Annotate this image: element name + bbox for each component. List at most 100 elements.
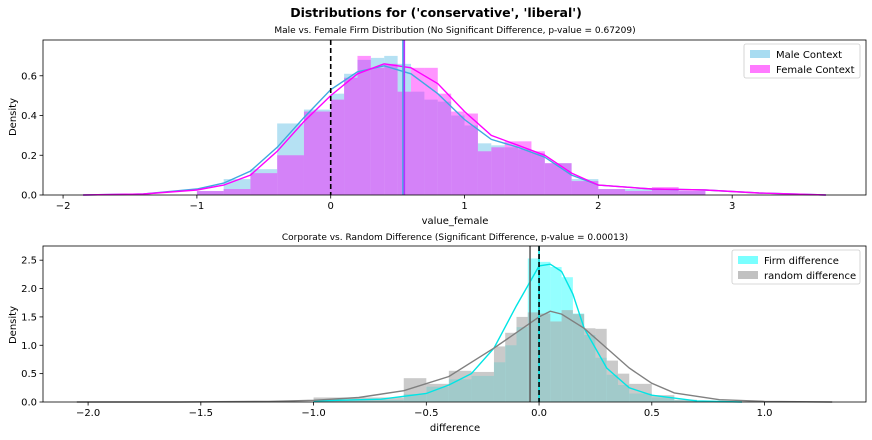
- chart-top-bar: [531, 151, 545, 195]
- chart-bottom-xtick-label: −0.5: [414, 408, 438, 419]
- chart-bottom-bar: [505, 332, 517, 402]
- chart-top-bar: [598, 189, 626, 195]
- chart-top-ytick-label: 0.6: [21, 71, 37, 82]
- chart-top-xtick-label: −1: [190, 201, 205, 212]
- chart-bottom-xtick-label: −1.5: [189, 408, 213, 419]
- chart-bottom-legend-swatch: [738, 271, 758, 279]
- chart-top-bar: [370, 67, 385, 195]
- chart-bottom-bar: [539, 313, 551, 402]
- chart-top-bar: [518, 149, 532, 195]
- chart-bottom-bar: [674, 399, 697, 402]
- chart-top-legend-label: Male Context: [776, 50, 842, 61]
- chart-top-legend-swatch: [750, 50, 770, 58]
- chart-bottom-bar: [561, 310, 573, 402]
- chart-top-xtick-label: 0: [328, 201, 334, 212]
- chart-top-bar: [344, 77, 358, 195]
- chart-bottom-bar: [516, 316, 528, 402]
- chart-top-legend-label: Female Context: [776, 65, 855, 76]
- chart-top-bar: [250, 169, 278, 195]
- chart-top-xtick-label: 2: [595, 201, 601, 212]
- chart-top-bar: [451, 111, 465, 195]
- chart-bottom-bar: [617, 373, 630, 402]
- chart-bottom-bar: [629, 383, 652, 402]
- chart-top-bar: [451, 115, 465, 195]
- chart-top-bar: [651, 187, 679, 195]
- chart-top-bar: [411, 91, 425, 195]
- chart-bottom-title: Corporate vs. Random Difference (Signifi…: [282, 233, 628, 243]
- chart-top-bar: [370, 57, 385, 196]
- chart-top-xlabel: value_female: [422, 216, 489, 227]
- figure-suptitle: Distributions for ('conservative', 'libe…: [290, 5, 582, 20]
- chart-top-bar: [491, 145, 505, 195]
- chart-top-bar: [477, 151, 492, 195]
- chart-top-ylabel: Density: [8, 98, 19, 136]
- chart-top-bar: [477, 143, 492, 195]
- chart-top-bar: [250, 173, 278, 195]
- chart-bottom-kde-line: [76, 310, 833, 403]
- chart-bottom-xtick-label: 0.5: [644, 408, 660, 419]
- chart-bottom-bar: [651, 395, 675, 402]
- chart-top-bar: [344, 73, 358, 195]
- chart-top-bar: [518, 141, 532, 195]
- chart-top-bar: [625, 191, 652, 195]
- chart-bottom-ytick-label: 2.5: [21, 256, 37, 267]
- chart-bottom-legend: Firm difference random difference: [731, 249, 861, 285]
- chart-top-series-1-bars: [196, 55, 706, 196]
- chart-top-xtick-label: 3: [729, 201, 735, 212]
- chart-top-bar: [504, 141, 519, 195]
- chart-top-bar: [544, 163, 572, 195]
- chart-bottom-legend-swatch: [738, 256, 758, 264]
- chart-top-bar: [277, 155, 304, 195]
- chart-bottom-ytick-label: 1.5: [21, 312, 37, 323]
- chart-bottom-bar: [572, 314, 585, 402]
- chart-top-bar: [571, 181, 599, 195]
- chart-top-bar: [491, 147, 505, 195]
- chart-top-legend-box: [743, 43, 861, 79]
- chart-bottom-bar: [471, 371, 494, 402]
- chart-top-frame: [42, 39, 867, 196]
- chart-bottom-bar: [606, 360, 618, 402]
- chart-top-bar: [424, 99, 438, 195]
- chart-top-bar: [678, 191, 706, 195]
- chart-bottom-bar: [595, 328, 607, 402]
- chart-top-ytick-label: 0.0: [21, 191, 37, 202]
- chart-bottom-bar: [550, 321, 562, 402]
- chart-bottom-ytick-label: 0.0: [21, 398, 37, 409]
- chart-bottom-bar: [426, 383, 449, 402]
- chart-bottom-legend-label: random difference: [764, 271, 856, 282]
- chart-bottom-ytick-label: 1.0: [21, 341, 37, 352]
- chart-top-title: Male vs. Female Firm Distribution (No Si…: [274, 26, 635, 36]
- chart-top-bar: [303, 111, 331, 195]
- chart-top-bar: [625, 189, 652, 195]
- chart-bottom-bar: [527, 312, 540, 402]
- chart-top-xtick-label: 1: [461, 201, 467, 212]
- chart-top-bar: [196, 191, 224, 195]
- chart-top-legend-swatch: [750, 65, 770, 73]
- chart-top-bar: [411, 67, 425, 195]
- chart-top-ytick-label: 0.4: [21, 111, 37, 122]
- chart-top-ytick-label: 0.2: [21, 151, 37, 162]
- chart-top-plot: −2 −1 0 1 2 3 0.0 0.2 0.4 0.6: [21, 39, 867, 212]
- chart-bottom-legend-box: [731, 249, 861, 285]
- chart-top-bar: [678, 191, 706, 195]
- chart-top-bar: [357, 59, 371, 195]
- chart-bottom: Corporate vs. Random Difference (Signifi…: [8, 233, 867, 434]
- chart-bottom-ylabel: Density: [8, 306, 19, 344]
- chart-top-bar: [544, 163, 572, 195]
- chart-top-xtick-label: −2: [56, 201, 71, 212]
- chart-top-bar: [651, 189, 679, 195]
- chart-bottom-xtick-label: −1.0: [301, 408, 325, 419]
- chart-bottom-legend-label: Firm difference: [764, 256, 839, 267]
- chart-bottom-xtick-label: 1.0: [757, 408, 773, 419]
- chart-top-bar: [330, 99, 345, 195]
- chart-top-bar: [464, 113, 478, 195]
- chart-top-bar: [303, 109, 331, 195]
- chart-bottom-ytick-label: 0.5: [21, 369, 37, 380]
- chart-top-bar: [464, 125, 478, 195]
- chart-top: Male vs. Female Firm Distribution (No Si…: [8, 26, 867, 227]
- chart-bottom-ytick-label: 2.0: [21, 284, 37, 295]
- chart-top-bar: [196, 191, 224, 195]
- chart-top-bar: [330, 93, 345, 195]
- chart-bottom-xlabel: difference: [430, 423, 480, 434]
